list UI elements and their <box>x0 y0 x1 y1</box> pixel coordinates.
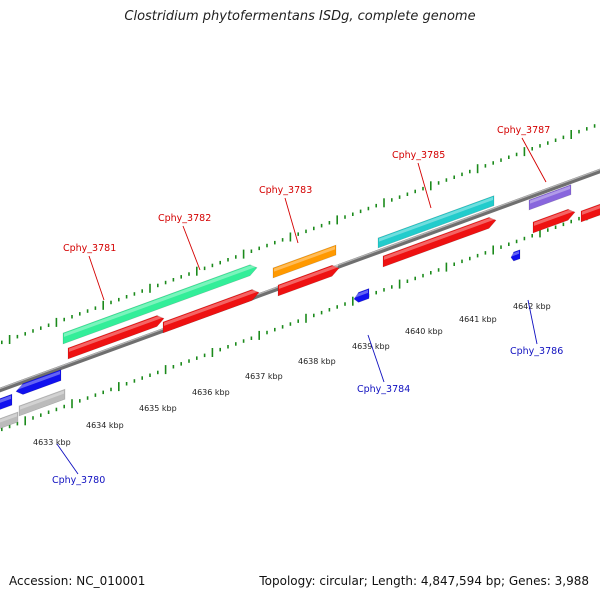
gene-block-cphy-3780-shape <box>18 388 66 417</box>
cds-block-cphy-3781-shine <box>69 314 163 352</box>
cds-block-cphy-3781-shape <box>67 315 165 360</box>
gene-labels: 4633 kbp 4634 kbp 4635 kbp 4636 kbp 4637 kbp… <box>33 125 563 486</box>
gene-block-cphy-3785 <box>377 195 495 249</box>
gene-label-forward: Cphy_3787 <box>497 125 550 136</box>
gene-block-cphy-3784-shine <box>355 289 368 298</box>
gene-block-cphy-3786-shine <box>512 251 519 257</box>
gene-block-edge-blue-shine <box>0 395 11 404</box>
gene-label-reverse: Cphy_3784 <box>357 384 410 395</box>
cds-block-cphy-3787-shine <box>534 208 574 226</box>
leader-line-reverse <box>527 299 538 345</box>
gene-block-cphy-3780-shine <box>20 390 64 410</box>
gene-block-reverse-blue-shape <box>15 369 62 395</box>
cds-block-edge-shine <box>582 201 600 215</box>
gene-block-cphy-3783-shape <box>272 244 337 279</box>
leader-line-reverse <box>56 443 79 475</box>
cds-block-edge-shape <box>580 202 600 223</box>
gene-block-cphy-3781 <box>62 263 258 345</box>
gene-block-cphy-3783-shine <box>274 246 335 272</box>
leader-line-forward <box>182 225 201 271</box>
gene-block-edge-grey <box>0 411 19 431</box>
accession-text: Accession: NC_010001 <box>9 574 146 588</box>
gene-block-reverse-blue-shine <box>17 370 60 390</box>
cds-block-cphy-3785 <box>382 216 497 268</box>
gene-block-edge-grey-shine <box>0 413 17 424</box>
cds-block-cphy-3783 <box>277 264 340 297</box>
cds-block-cphy-3787-shape <box>532 208 576 234</box>
cds-block-cphy-3782-shape <box>162 289 260 334</box>
leader-line-forward <box>88 255 105 301</box>
scale-label: 4641 kbp <box>459 315 497 324</box>
genome-summary-text: Topology: circular; Length: 4,847,594 bp… <box>259 574 589 588</box>
cds-block-cphy-3782-shine <box>164 288 258 326</box>
gene-label-forward: Cphy_3783 <box>259 185 312 196</box>
scale-label: 4640 kbp <box>405 327 443 336</box>
cds-block-cphy-3781 <box>67 314 165 360</box>
gene-block-cphy-3786 <box>510 249 521 262</box>
scale-label: 4638 kbp <box>298 357 336 366</box>
cds-block-cphy-3783-shine <box>279 264 338 289</box>
scale-label: 4637 kbp <box>245 372 283 381</box>
gene-block-edge-blue <box>0 393 13 412</box>
leader-line-reverse <box>367 334 385 383</box>
scale-label: 4634 kbp <box>86 421 124 430</box>
tick-marks <box>0 124 596 432</box>
cds-block-edge <box>580 201 600 223</box>
leader-line-forward <box>417 162 432 209</box>
cds-block-cphy-3783-shape <box>277 264 340 297</box>
gene-block-cphy-3784-shape <box>353 288 370 303</box>
scale-label: 4635 kbp <box>139 404 177 413</box>
scale-label: 4633 kbp <box>33 438 71 447</box>
gene-block-cphy-3787 <box>528 184 572 211</box>
cds-block-cphy-3785-shine <box>384 216 495 260</box>
leader-line-forward <box>284 197 299 244</box>
gene-features <box>0 184 600 431</box>
gene-label-reverse: Cphy_3780 <box>52 475 105 486</box>
gene-block-cphy-3785-shine <box>379 197 493 242</box>
scale-label: 4639 kbp <box>352 342 390 351</box>
map-title: Clostridium phytofermentans ISDg, comple… <box>124 9 476 24</box>
cds-block-cphy-3785-shape <box>382 216 497 268</box>
gene-block-cphy-3781-shine <box>64 263 256 337</box>
scale-label: 4642 kbp <box>513 302 551 311</box>
gene-block-edge-blue-shape <box>0 393 13 412</box>
gene-block-cphy-3786-shape <box>510 249 521 262</box>
gene-label-forward: Cphy_3785 <box>392 150 445 161</box>
gene-block-cphy-3787-shine <box>530 186 570 204</box>
gene-block-reverse-blue <box>15 369 62 395</box>
gene-block-cphy-3787-shape <box>528 184 572 211</box>
gene-label-reverse: Cphy_3786 <box>510 346 563 357</box>
cds-block-cphy-3787 <box>532 208 576 234</box>
leader-line-forward <box>521 137 547 183</box>
cds-block-cphy-3782 <box>162 288 260 334</box>
gene-label-forward: Cphy_3781 <box>63 243 116 254</box>
scale-label: 4636 kbp <box>192 388 230 397</box>
gene-block-edge-grey-shape <box>0 411 19 431</box>
gene-block-cphy-3784 <box>353 288 370 303</box>
gene-block-cphy-3785-shape <box>377 195 495 249</box>
gene-block-cphy-3783 <box>272 244 337 279</box>
gene-label-forward: Cphy_3782 <box>158 213 211 224</box>
gene-block-cphy-3780 <box>18 388 66 417</box>
gene-block-cphy-3781-shape <box>62 264 258 345</box>
